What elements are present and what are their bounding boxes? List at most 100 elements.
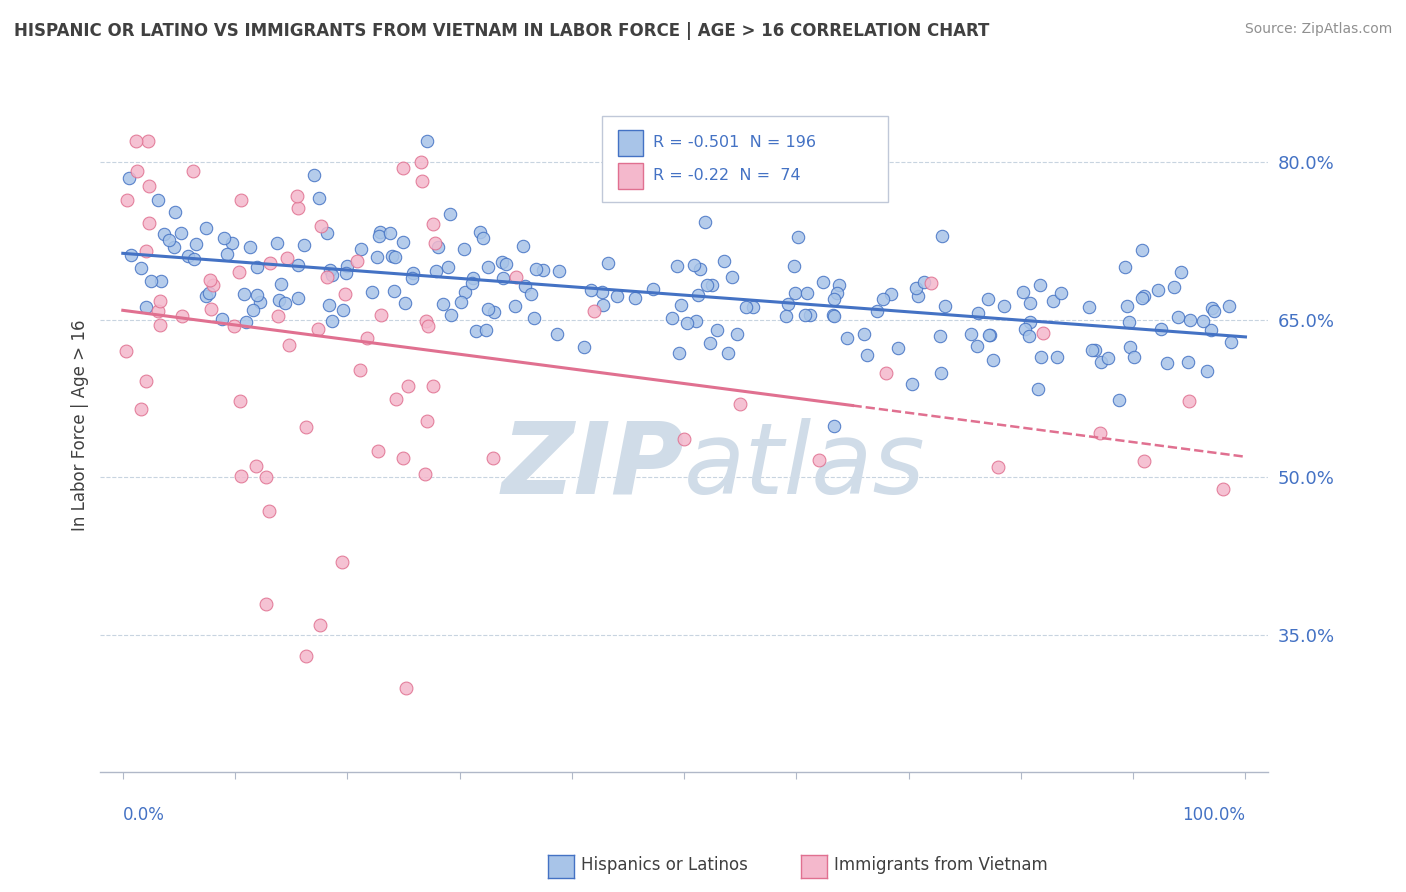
Point [979,328,1001,343]
Point [1084,343,1107,358]
Point [315,270,337,285]
Point [332,303,354,318]
Point [1192,314,1215,328]
Point [1122,350,1144,364]
Point [1026,382,1049,396]
Point [439,207,461,221]
Point [461,276,484,290]
Point [592,298,614,312]
Point [368,225,391,239]
Point [482,450,505,465]
Point [484,305,506,319]
Point [572,340,595,354]
Point [254,597,277,611]
Point [392,161,415,176]
Point [461,271,484,285]
Point [905,281,928,295]
Point [335,266,357,280]
Point [520,286,543,301]
Point [321,268,343,282]
Point [1218,299,1240,313]
Point [356,331,378,345]
Point [239,240,262,254]
Point [391,450,413,465]
Point [411,174,433,188]
Point [318,298,340,312]
Point [793,309,815,323]
Point [1150,322,1173,336]
Point [807,453,830,467]
Point [661,310,683,325]
Point [217,246,239,260]
Point [115,343,138,358]
Point [1108,392,1130,407]
Point [855,348,877,362]
Point [292,238,315,252]
Point [531,263,554,277]
Point [131,260,153,275]
Point [129,401,152,416]
Point [1167,310,1189,324]
Point [394,296,416,310]
Point [135,244,157,258]
Y-axis label: In Labor Force | Age > 16: In Labor Force | Age > 16 [72,319,89,531]
Point [422,217,444,231]
Point [163,205,186,219]
Point [685,314,707,328]
Point [1146,283,1168,297]
Point [120,248,142,262]
Point [235,315,257,329]
Point [1116,299,1139,313]
Point [115,193,138,207]
Point [453,242,475,256]
Point [669,298,692,312]
Point [776,297,799,311]
Point [127,164,149,178]
Point [169,226,191,240]
Point [141,274,163,288]
Point [382,284,405,298]
Point [201,278,224,293]
Point [786,230,808,244]
Point [287,201,309,215]
Point [1201,301,1223,315]
Point [401,270,423,285]
Point [350,242,373,256]
Point [966,305,988,319]
Point [875,366,897,380]
Point [987,460,1010,475]
Point [706,323,728,337]
Point [477,260,499,274]
Point [1156,356,1178,370]
Point [887,342,910,356]
Point [676,317,699,331]
Point [1114,260,1136,274]
Point [336,260,359,274]
Point [402,266,425,280]
Point [668,346,690,360]
Point [512,239,534,253]
Point [416,319,439,334]
Point [330,555,353,569]
Point [907,289,929,303]
Point [153,227,176,241]
Point [138,134,160,148]
Point [1118,315,1140,329]
Point [1090,355,1112,369]
Point [269,293,291,307]
Point [391,235,413,250]
Point [471,230,494,244]
Text: 0.0%: 0.0% [122,805,165,824]
Point [920,276,942,290]
Point [287,291,309,305]
Point [1219,334,1241,349]
Point [425,264,447,278]
Point [735,301,758,315]
Point [492,270,515,285]
Point [1019,315,1042,329]
Point [1201,323,1223,337]
Point [491,255,513,269]
Point [1012,285,1035,300]
Point [413,467,436,481]
Text: ZIP: ZIP [501,418,685,515]
